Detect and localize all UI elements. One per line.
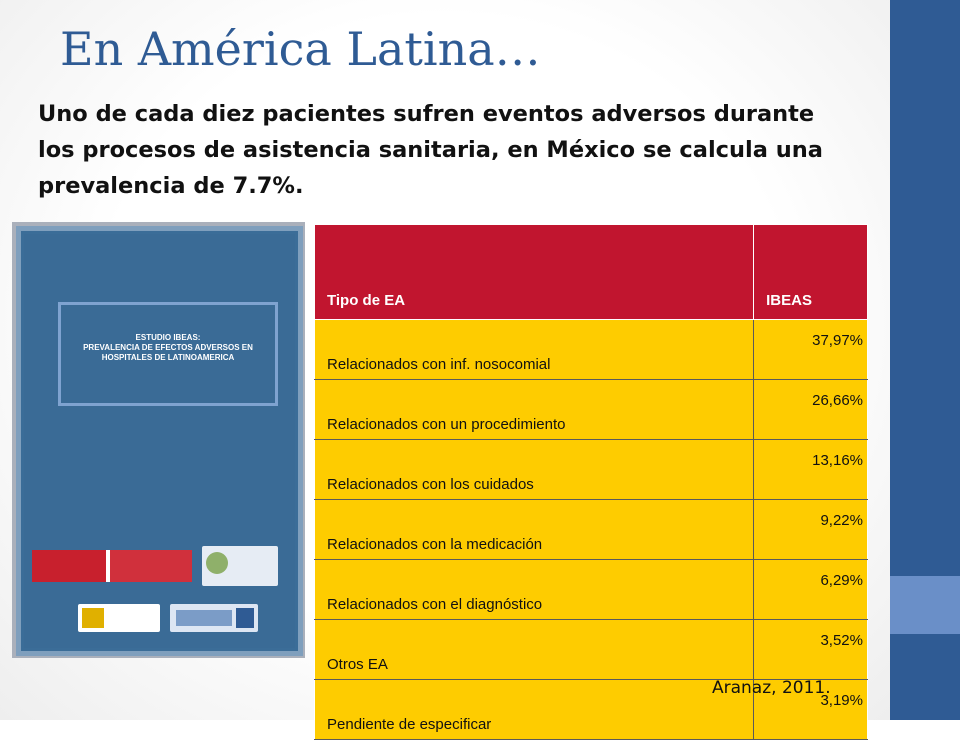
globe-icon [206,552,228,574]
cell-valor: 9,22% [753,499,868,560]
table-row: Relacionados con el diagnóstico 6,29% [313,559,868,620]
table-row: Otros EA 3,52% [313,619,868,680]
cell-tipo: Pendiente de especificar [313,679,755,740]
report-cover-line: ESTUDIO IBEAS: [135,333,201,342]
oms-logo-mark [32,550,106,582]
plan-calidad-logo-text-bar [176,610,232,626]
report-cover-title-box: ESTUDIO IBEAS: PREVALENCIA DE EFECTOS AD… [58,302,278,406]
ops-logo [202,546,278,586]
cell-tipo: Otros EA [313,619,755,680]
table-row: Relacionados con inf. nosocomial 37,97% [313,319,868,380]
cell-tipo: Relacionados con la medicación [313,499,755,560]
report-cover-inner: ESTUDIO IBEAS: PREVALENCIA DE EFECTOS AD… [24,234,295,648]
seguridad-paciente-logo-mark [110,550,192,582]
header-tipo-ea: Tipo de EA [313,224,755,320]
table-row: Relacionados con la medicación 9,22% [313,499,868,560]
source-citation: Aranaz, 2011. [712,678,831,698]
cell-valor: 13,16% [753,439,868,500]
plan-calidad-logo [170,604,258,632]
table-header-row: Tipo de EA IBEAS [313,224,868,320]
cell-tipo: Relacionados con los cuidados [313,439,755,500]
report-cover-line: PREVALENCIA DE EFECTOS ADVERSOS EN [83,343,253,352]
slide-subtitle: Uno de cada diez pacientes sufren evento… [38,101,823,199]
report-cover-title: ESTUDIO IBEAS: PREVALENCIA DE EFECTOS AD… [61,333,275,363]
cell-valor: 6,29% [753,559,868,620]
cell-valor: 37,97% [753,319,868,380]
cell-valor: 26,66% [753,379,868,440]
report-cover-line: HOSPITALES DE LATINOAMERICA [101,353,235,362]
header-ibeas: IBEAS [753,224,868,320]
right-decor-accent [890,576,960,634]
cell-tipo: Relacionados con el diagnóstico [313,559,755,620]
slide-title: En América Latina… [60,22,541,76]
coat-of-arms-icon [82,608,104,628]
cell-valor: 3,52% [753,619,868,680]
table-row: Relacionados con un procedimiento 26,66% [313,379,868,440]
cell-tipo: Relacionados con inf. nosocomial [313,319,755,380]
plan-calidad-c-icon [236,608,254,628]
gobierno-espana-logo [78,604,160,632]
table-row: Relacionados con los cuidados 13,16% [313,439,868,500]
cell-tipo: Relacionados con un procedimiento [313,379,755,440]
adverse-events-table: Tipo de EA IBEAS Relacionados con inf. n… [313,224,868,740]
report-cover-image: ESTUDIO IBEAS: PREVALENCIA DE EFECTOS AD… [16,226,303,656]
oms-logo [32,550,192,582]
